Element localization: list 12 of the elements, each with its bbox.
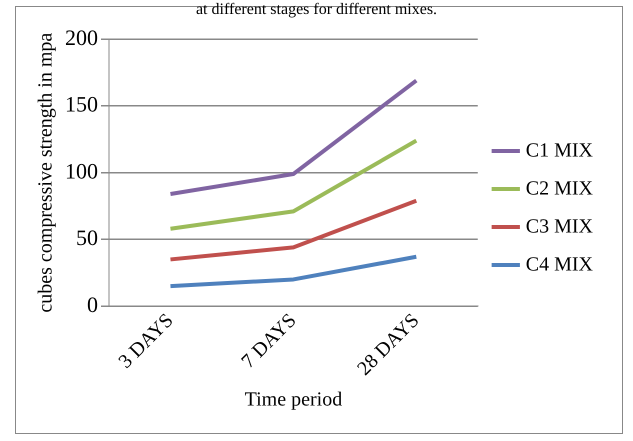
y-axis-title: cubes compressive strength in mpa (34, 32, 56, 313)
y-tick-label: 0 (87, 292, 98, 317)
y-tick-label: 50 (76, 225, 98, 250)
y-tick-label: 200 (65, 24, 98, 50)
legend-label: C3 MIX (526, 215, 594, 238)
y-tick-label: 100 (65, 158, 98, 184)
chart-title: at different stages for different mixes. (196, 0, 438, 18)
legend-label: C2 MIX (526, 177, 594, 200)
x-axis-title: Time period (244, 388, 342, 410)
y-tick-label: 150 (65, 92, 98, 117)
legend-label: C4 MIX (526, 253, 594, 276)
legend-label: C1 MIX (526, 139, 594, 162)
